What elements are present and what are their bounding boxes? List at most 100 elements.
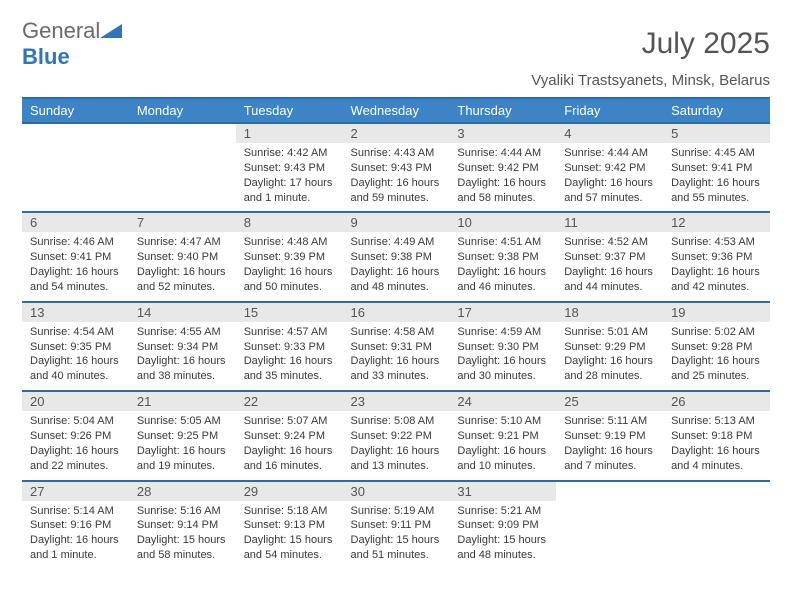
daylight-line: Daylight: 16 hours and 35 minutes. <box>244 354 335 384</box>
calendar-cell: 24Sunrise: 5:10 AMSunset: 9:21 PMDayligh… <box>449 391 556 480</box>
day-details: Sunrise: 5:18 AMSunset: 9:13 PMDaylight:… <box>236 501 343 569</box>
sunrise-line: Sunrise: 5:02 AM <box>671 325 762 340</box>
sunset-line: Sunset: 9:33 PM <box>244 340 335 355</box>
sunrise-line: Sunrise: 5:16 AM <box>137 504 228 519</box>
day-number: 9 <box>343 213 450 232</box>
calendar-cell: 4Sunrise: 4:44 AMSunset: 9:42 PMDaylight… <box>556 123 663 212</box>
sunset-line: Sunset: 9:09 PM <box>457 518 548 533</box>
day-number: 8 <box>236 213 343 232</box>
sunrise-line: Sunrise: 4:59 AM <box>457 325 548 340</box>
sunrise-line: Sunrise: 5:08 AM <box>351 414 442 429</box>
calendar-cell: 6Sunrise: 4:46 AMSunset: 9:41 PMDaylight… <box>22 212 129 301</box>
sunset-line: Sunset: 9:38 PM <box>457 250 548 265</box>
triangle-icon <box>100 18 122 44</box>
calendar-cell: 29Sunrise: 5:18 AMSunset: 9:13 PMDayligh… <box>236 481 343 569</box>
daylight-line: Daylight: 16 hours and 42 minutes. <box>671 265 762 295</box>
daylight-line: Daylight: 16 hours and 19 minutes. <box>137 444 228 474</box>
day-number: 22 <box>236 392 343 411</box>
daylight-line: Daylight: 16 hours and 52 minutes. <box>137 265 228 295</box>
day-number: 3 <box>449 124 556 143</box>
day-details: Sunrise: 4:58 AMSunset: 9:31 PMDaylight:… <box>343 322 450 390</box>
calendar-cell <box>22 123 129 212</box>
sunrise-line: Sunrise: 4:46 AM <box>30 235 121 250</box>
day-details: Sunrise: 5:19 AMSunset: 9:11 PMDaylight:… <box>343 501 450 569</box>
day-details: Sunrise: 5:07 AMSunset: 9:24 PMDaylight:… <box>236 411 343 479</box>
day-details: Sunrise: 4:46 AMSunset: 9:41 PMDaylight:… <box>22 232 129 300</box>
calendar-cell: 25Sunrise: 5:11 AMSunset: 9:19 PMDayligh… <box>556 391 663 480</box>
sunset-line: Sunset: 9:41 PM <box>30 250 121 265</box>
calendar-cell: 27Sunrise: 5:14 AMSunset: 9:16 PMDayligh… <box>22 481 129 569</box>
day-number: 31 <box>449 482 556 501</box>
day-details: Sunrise: 5:05 AMSunset: 9:25 PMDaylight:… <box>129 411 236 479</box>
daylight-line: Daylight: 16 hours and 40 minutes. <box>30 354 121 384</box>
calendar-cell: 9 Sunrise: 4:49 AMSunset: 9:38 PMDaylight… <box>343 212 450 301</box>
sunrise-line: Sunrise: 4:53 AM <box>671 235 762 250</box>
day-details: Sunrise: 4:47 AMSunset: 9:40 PMDaylight:… <box>129 232 236 300</box>
day-number: 29 <box>236 482 343 501</box>
brand-name-1: General <box>22 18 100 43</box>
sunrise-line: Sunrise: 4:44 AM <box>564 146 655 161</box>
sunset-line: Sunset: 9:43 PM <box>244 161 335 176</box>
calendar-cell: 18Sunrise: 5:01 AMSunset: 9:29 PMDayligh… <box>556 302 663 391</box>
day-header: Sunday <box>22 98 129 123</box>
brand-logo: General Blue <box>22 18 122 70</box>
calendar-week-row: 20Sunrise: 5:04 AMSunset: 9:26 PMDayligh… <box>22 391 770 480</box>
sunrise-line: Sunrise: 5:21 AM <box>457 504 548 519</box>
day-number: 4 <box>556 124 663 143</box>
sunset-line: Sunset: 9:11 PM <box>351 518 442 533</box>
daylight-line: Daylight: 16 hours and 57 minutes. <box>564 176 655 206</box>
sunrise-line: Sunrise: 4:58 AM <box>351 325 442 340</box>
day-details: Sunrise: 5:04 AMSunset: 9:26 PMDaylight:… <box>22 411 129 479</box>
sunset-line: Sunset: 9:35 PM <box>30 340 121 355</box>
calendar-cell: 14Sunrise: 4:55 AMSunset: 9:34 PMDayligh… <box>129 302 236 391</box>
day-details: Sunrise: 5:14 AMSunset: 9:16 PMDaylight:… <box>22 501 129 569</box>
day-details: Sunrise: 5:08 AMSunset: 9:22 PMDaylight:… <box>343 411 450 479</box>
sunset-line: Sunset: 9:28 PM <box>671 340 762 355</box>
calendar-week-row: 1Sunrise: 4:42 AMSunset: 9:43 PMDaylight… <box>22 123 770 212</box>
sunrise-line: Sunrise: 4:51 AM <box>457 235 548 250</box>
sunrise-line: Sunrise: 4:49 AM <box>351 235 442 250</box>
sunset-line: Sunset: 9:30 PM <box>457 340 548 355</box>
day-number: 13 <box>22 303 129 322</box>
daylight-line: Daylight: 16 hours and 54 minutes. <box>30 265 121 295</box>
calendar-cell: 31Sunrise: 5:21 AMSunset: 9:09 PMDayligh… <box>449 481 556 569</box>
day-details: Sunrise: 4:48 AMSunset: 9:39 PMDaylight:… <box>236 232 343 300</box>
day-details: Sunrise: 4:45 AMSunset: 9:41 PMDaylight:… <box>663 143 770 211</box>
day-details: Sunrise: 4:51 AMSunset: 9:38 PMDaylight:… <box>449 232 556 300</box>
calendar-cell: 8Sunrise: 4:48 AMSunset: 9:39 PMDaylight… <box>236 212 343 301</box>
day-details: Sunrise: 4:42 AMSunset: 9:43 PMDaylight:… <box>236 143 343 211</box>
daylight-line: Daylight: 16 hours and 44 minutes. <box>564 265 655 295</box>
sunset-line: Sunset: 9:39 PM <box>244 250 335 265</box>
calendar-header: SundayMondayTuesdayWednesdayThursdayFrid… <box>22 98 770 123</box>
sunrise-line: Sunrise: 5:07 AM <box>244 414 335 429</box>
sunset-line: Sunset: 9:38 PM <box>351 250 442 265</box>
sunrise-line: Sunrise: 5:14 AM <box>30 504 121 519</box>
sunset-line: Sunset: 9:21 PM <box>457 429 548 444</box>
day-details: Sunrise: 4:54 AMSunset: 9:35 PMDaylight:… <box>22 322 129 390</box>
sunset-line: Sunset: 9:22 PM <box>351 429 442 444</box>
sunset-line: Sunset: 9:29 PM <box>564 340 655 355</box>
calendar-body: 1Sunrise: 4:42 AMSunset: 9:43 PMDaylight… <box>22 123 770 569</box>
day-number: 7 <box>129 213 236 232</box>
daylight-line: Daylight: 17 hours and 1 minute. <box>244 176 335 206</box>
sunrise-line: Sunrise: 5:11 AM <box>564 414 655 429</box>
daylight-line: Daylight: 16 hours and 28 minutes. <box>564 354 655 384</box>
calendar-cell: 16Sunrise: 4:58 AMSunset: 9:31 PMDayligh… <box>343 302 450 391</box>
sunrise-line: Sunrise: 4:43 AM <box>351 146 442 161</box>
calendar-cell: 10Sunrise: 4:51 AMSunset: 9:38 PMDayligh… <box>449 212 556 301</box>
day-details: Sunrise: 5:11 AMSunset: 9:19 PMDaylight:… <box>556 411 663 479</box>
day-number: 30 <box>343 482 450 501</box>
daylight-line: Daylight: 16 hours and 48 minutes. <box>351 265 442 295</box>
day-number: 16 <box>343 303 450 322</box>
daylight-line: Daylight: 16 hours and 46 minutes. <box>457 265 548 295</box>
day-details: Sunrise: 5:21 AMSunset: 9:09 PMDaylight:… <box>449 501 556 569</box>
daylight-line: Daylight: 16 hours and 59 minutes. <box>351 176 442 206</box>
day-number: 12 <box>663 213 770 232</box>
location-subtitle: Vyaliki Trastsyanets, Minsk, Belarus <box>22 72 770 89</box>
calendar-cell <box>556 481 663 569</box>
calendar-week-row: 27Sunrise: 5:14 AMSunset: 9:16 PMDayligh… <box>22 481 770 569</box>
day-number: 10 <box>449 213 556 232</box>
day-number: 26 <box>663 392 770 411</box>
daylight-line: Daylight: 16 hours and 7 minutes. <box>564 444 655 474</box>
day-number: 23 <box>343 392 450 411</box>
